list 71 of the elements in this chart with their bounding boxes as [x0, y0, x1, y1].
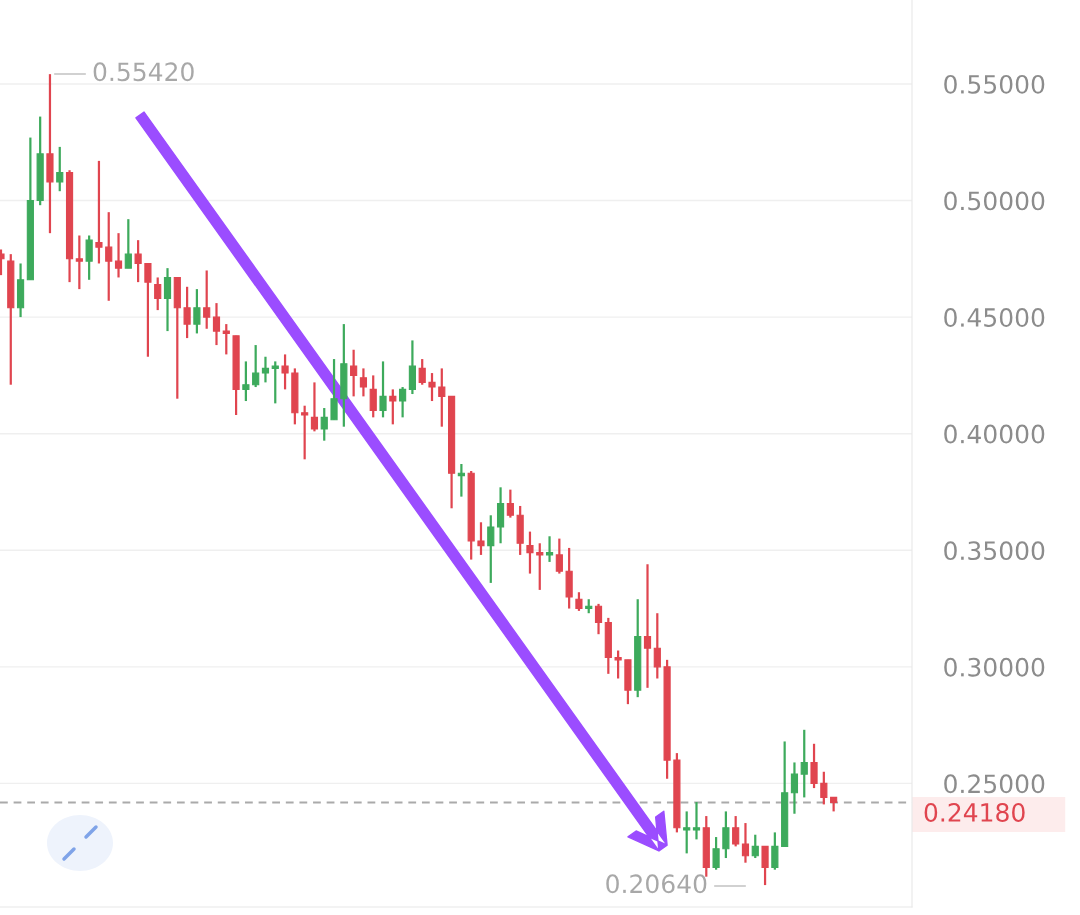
candlestick: [712, 835, 720, 871]
candlestick: [545, 535, 554, 564]
candlestick: [379, 360, 387, 419]
candlestick: [536, 542, 544, 592]
candlestick: [242, 360, 250, 403]
candlestick: [761, 845, 769, 887]
candlestick: [683, 810, 691, 855]
candlestick: [310, 381, 319, 433]
candlestick: [732, 814, 740, 848]
candlestick: [369, 374, 377, 419]
candlestick: [438, 367, 446, 428]
candlestick: [252, 343, 260, 389]
candlestick: [359, 367, 368, 398]
candlestick: [105, 211, 113, 302]
candlestick: [281, 353, 289, 391]
candlestick: [496, 486, 505, 545]
candlestick: [124, 218, 132, 270]
candlestick: [261, 355, 270, 384]
candlestick: [800, 728, 808, 799]
candlestick: [526, 530, 534, 575]
candlestick: [790, 761, 799, 815]
ref-line-label: 0.24180: [924, 802, 1025, 822]
y-tick-label: 0.35000: [944, 541, 1045, 561]
y-tick-label: 0.50000: [944, 191, 1045, 211]
candlestick: [134, 239, 142, 284]
candlestick: [222, 322, 230, 356]
candlestick: [487, 514, 495, 585]
candlestick: [506, 488, 514, 519]
candlestick: [399, 385, 407, 419]
candlestick: [418, 357, 426, 386]
candlestick: [643, 563, 652, 689]
candlestick: [183, 285, 191, 340]
candlestick: [212, 302, 221, 347]
y-tick-label: 0.25000: [944, 774, 1045, 794]
candlestick: [75, 234, 83, 291]
annotation: 0.55420: [93, 62, 194, 82]
y-tick-label: 0.45000: [944, 308, 1045, 327]
candlestick: [203, 269, 211, 330]
candlestick: [614, 649, 622, 680]
candlestick: [350, 348, 358, 398]
candlestick: [56, 145, 64, 193]
candlestick: [722, 810, 730, 860]
candlestick: [820, 770, 828, 806]
candlestick: [163, 267, 172, 333]
candlestick: [330, 357, 338, 421]
candlestick: [95, 159, 103, 265]
annotation: 0.20640: [606, 874, 707, 894]
candlestick: [692, 800, 701, 841]
candlestick: [114, 232, 123, 279]
candlestick: [771, 831, 779, 871]
candlestick: [408, 339, 416, 396]
candlestick: [477, 521, 485, 557]
candlestick: [555, 537, 563, 575]
candlestick: [389, 388, 397, 426]
candlestick: [85, 234, 93, 281]
candlestick: [810, 742, 818, 790]
candlestick: [575, 591, 583, 612]
candlestick: [653, 612, 661, 680]
candlestick: [301, 404, 309, 461]
candlestick: [594, 602, 603, 636]
candlestick: [144, 262, 152, 358]
candlestick: [320, 406, 328, 442]
candlestick: [154, 276, 162, 312]
candlestick: [193, 288, 201, 335]
candlestick: [428, 371, 436, 403]
y-tick-label: 0.55000: [944, 74, 1045, 94]
y-tick-label: 0.40000: [944, 424, 1045, 444]
candlestick: [741, 821, 750, 864]
candlestick: [751, 833, 759, 860]
y-tick-label: 0.30000: [944, 657, 1045, 677]
candlestick: [271, 360, 279, 405]
